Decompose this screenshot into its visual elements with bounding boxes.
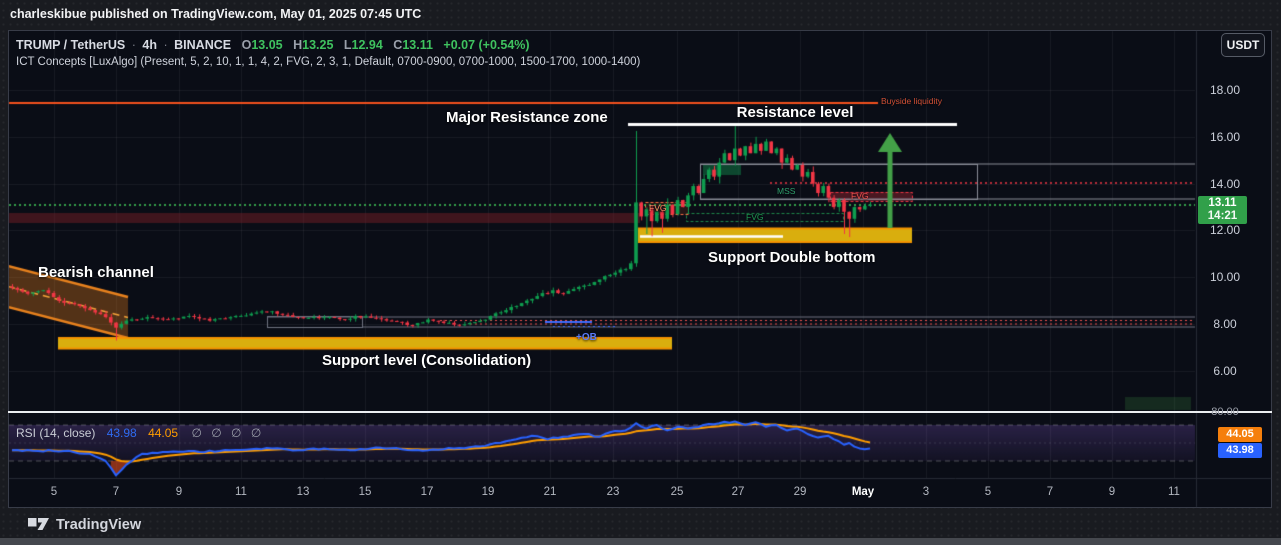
time-tick-label: 11 [1168, 486, 1180, 498]
symbol-name[interactable]: TRUMP / TetherUS [16, 38, 126, 52]
indicator-header[interactable]: ICT Concepts [LuxAlgo] (Present, 5, 2, 1… [16, 56, 641, 68]
rsi-empty-params: ∅ ∅ ∅ ∅ [191, 426, 262, 440]
time-tick-label: 27 [731, 486, 745, 498]
support-consolidation-label: Support level (Consolidation) [322, 352, 532, 369]
last-price-value: 13.11 [1208, 197, 1237, 209]
fvg-label-mid: FVG [746, 212, 764, 222]
rsi-legend[interactable]: RSI (14, close) 43.98 44.05 ∅ ∅ ∅ ∅ [16, 426, 261, 440]
header-separator: · [163, 38, 168, 52]
price-tick-label: 6.00 [1213, 364, 1237, 378]
price-tick-label: 18.00 [1209, 83, 1241, 97]
rsi-title: RSI (14, close) [16, 426, 96, 440]
support-double-bottom-label: Support Double bottom [708, 249, 876, 266]
buyside-liquidity-label: Buyside liquidity [881, 96, 942, 106]
time-tick-label: 9 [1108, 486, 1116, 498]
low-value: 12.94 [351, 38, 383, 52]
time-tick-label: 15 [358, 486, 372, 498]
tradingview-logo-icon [28, 515, 49, 535]
mss-label: MSS [777, 186, 796, 196]
bearish-channel-label: Bearish channel [38, 264, 154, 281]
fvg-label-right: FVG [851, 191, 869, 201]
last-price-badge: 13.11 14:21 [1198, 196, 1247, 224]
open-label: O [241, 38, 252, 52]
time-tick-label: 7 [112, 486, 120, 498]
exchange-label: BINANCE [174, 38, 232, 52]
price-tick-label: 14.00 [1209, 177, 1241, 191]
time-tick-label: 7 [1046, 486, 1054, 498]
tradingview-attribution[interactable]: TradingView [28, 515, 141, 535]
rsi-value-badge: 43.98 [1218, 443, 1262, 458]
time-tick-label: 29 [793, 486, 807, 498]
time-tick-label: 17 [420, 486, 434, 498]
rsi-scale-80-label: 80.00 [1211, 406, 1239, 418]
time-tick-label: 19 [481, 486, 495, 498]
header-separator: · [131, 38, 136, 52]
close-label: C [393, 38, 403, 52]
price-tick-label: 10.00 [1209, 270, 1241, 284]
rsi-ma-badge: 44.05 [1218, 427, 1262, 442]
bottom-strip [0, 538, 1281, 545]
open-value: 13.05 [251, 38, 283, 52]
currency-toggle-button[interactable]: USDT [1221, 33, 1265, 57]
time-tick-label: May [851, 486, 875, 498]
pane-separator[interactable] [8, 411, 1272, 413]
time-tick-label: 21 [543, 486, 557, 498]
low-label: L [343, 38, 352, 52]
high-label: H [293, 38, 303, 52]
change-value: +0.07 (+0.54%) [443, 38, 530, 52]
bar-countdown: 14:21 [1207, 210, 1238, 222]
time-tick-label: 3 [922, 486, 930, 498]
resistance-level-label: Resistance level [736, 104, 854, 121]
price-tick-label: 8.00 [1213, 317, 1237, 331]
rsi-value-blue: 43.98 [106, 426, 137, 440]
price-tick-label: 16.00 [1209, 130, 1241, 144]
close-value: 13.11 [402, 38, 433, 52]
tradingview-brand-text: TradingView [56, 517, 142, 533]
high-value: 13.25 [302, 38, 334, 52]
time-tick-label: 13 [296, 486, 310, 498]
fvg-label-left: FVG [649, 203, 667, 213]
time-tick-label: 9 [175, 486, 183, 498]
time-tick-label: 25 [670, 486, 684, 498]
interval-label[interactable]: 4h [142, 38, 158, 52]
major-resistance-label: Major Resistance zone [446, 109, 608, 126]
time-tick-label: 5 [984, 486, 992, 498]
price-tick-label: 12.00 [1209, 223, 1241, 237]
order-block-label: +OB [576, 332, 597, 343]
time-tick-label: 23 [606, 486, 620, 498]
published-bar-text: charleskibue published on TradingView.co… [10, 7, 422, 21]
rsi-value-orange: 44.05 [148, 426, 179, 440]
symbol-header[interactable]: TRUMP / TetherUS · 4h · BINANCE O13.05 H… [16, 38, 530, 52]
time-tick-label: 5 [50, 486, 58, 498]
time-tick-label: 11 [235, 486, 247, 498]
